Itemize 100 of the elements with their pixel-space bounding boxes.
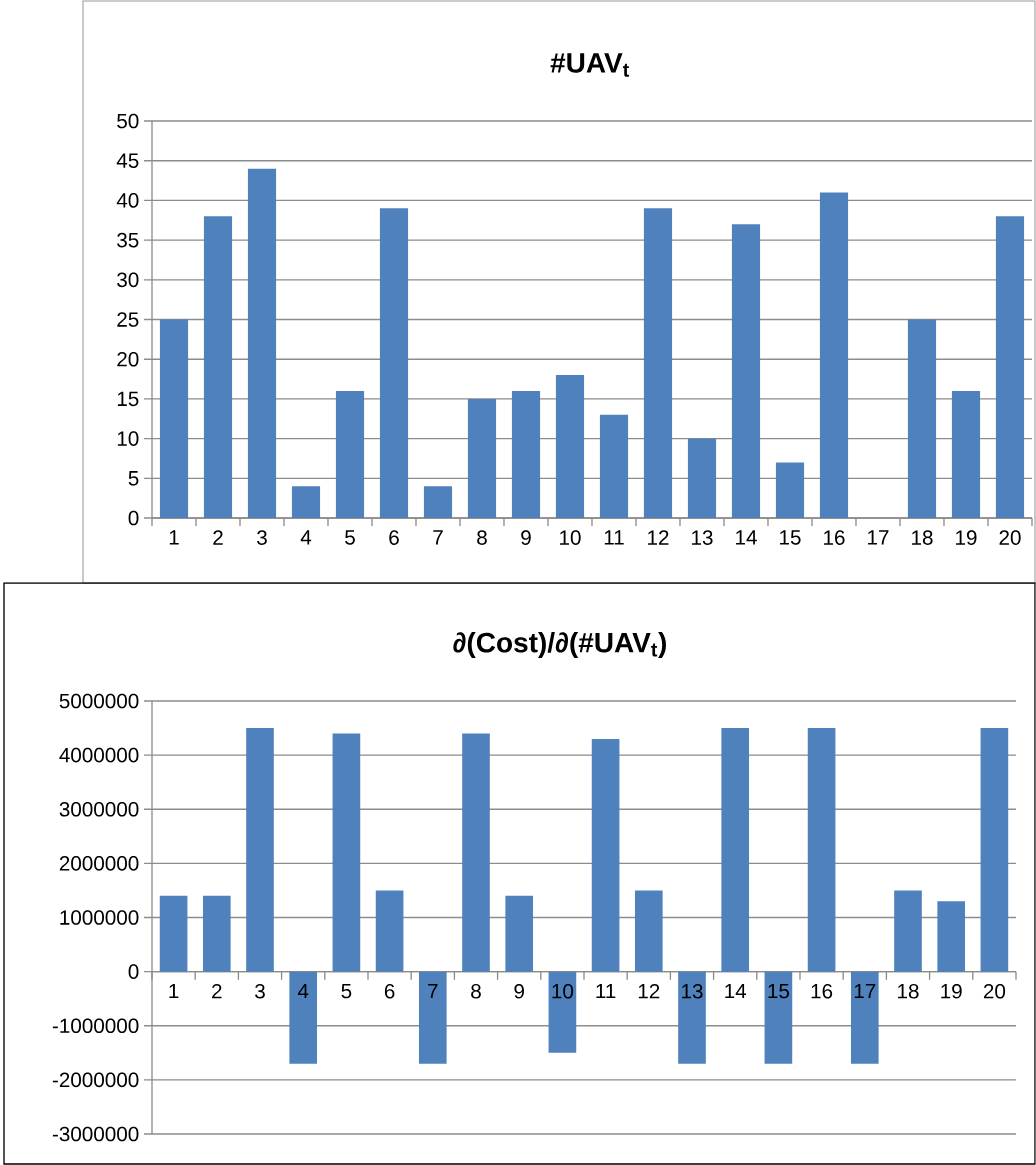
x-tick-label: 7 bbox=[428, 983, 438, 999]
x-tick-label: 14 bbox=[736, 530, 757, 545]
x-tick-label: 13 bbox=[682, 983, 703, 999]
bar bbox=[634, 890, 663, 972]
y-tick-label: 50 bbox=[117, 113, 139, 129]
x-tick-label: 11 bbox=[604, 530, 624, 545]
bar bbox=[850, 971, 879, 1064]
y-tick-label: 35 bbox=[117, 232, 139, 248]
y-tick-label: 4000000 bbox=[59, 747, 139, 763]
x-tick-label: 5 bbox=[345, 530, 355, 545]
y-tick-label: 0 bbox=[128, 510, 139, 526]
bar bbox=[203, 216, 233, 519]
x-tick-label: 15 bbox=[768, 983, 790, 999]
x-tick-label: 10 bbox=[560, 530, 581, 545]
x-tick-label: 7 bbox=[433, 530, 443, 545]
y-tick-label: 5 bbox=[128, 471, 139, 486]
chart-title: ∂(Cost)/∂(#UAV$_{t}$) bbox=[453, 631, 666, 659]
bar bbox=[937, 901, 966, 972]
bar bbox=[807, 728, 836, 972]
y-tick-label: 0 bbox=[128, 964, 139, 979]
x-tick-label: 3 bbox=[257, 530, 267, 545]
bar bbox=[462, 733, 490, 972]
x-tick-label: 2 bbox=[212, 983, 222, 999]
y-tick-label: 20 bbox=[117, 351, 139, 367]
bar bbox=[995, 216, 1025, 519]
bar bbox=[467, 398, 497, 519]
bar bbox=[246, 728, 274, 972]
bar bbox=[202, 895, 231, 972]
bar bbox=[907, 319, 937, 519]
bar bbox=[678, 971, 706, 1064]
bar bbox=[731, 224, 761, 519]
x-tick-label: 14 bbox=[725, 983, 747, 999]
x-tick-label: 4 bbox=[297, 983, 309, 999]
x-tick-label: 16 bbox=[811, 983, 833, 999]
bar bbox=[721, 728, 750, 972]
bar bbox=[159, 895, 188, 972]
x-tick-label: 6 bbox=[384, 983, 395, 999]
x-tick-label: 19 bbox=[956, 530, 977, 545]
x-tick-label: 18 bbox=[912, 530, 933, 545]
x-tick-label: 13 bbox=[692, 530, 713, 545]
bar bbox=[951, 390, 981, 519]
y-tick-label: 5000000 bbox=[59, 693, 139, 709]
bar bbox=[819, 192, 849, 519]
x-tick-label: 12 bbox=[648, 530, 669, 545]
x-tick-label: 9 bbox=[521, 530, 531, 545]
y-tick-label: -2000000 bbox=[52, 1072, 139, 1088]
bar bbox=[289, 971, 318, 1064]
x-tick-label: 20 bbox=[983, 983, 1006, 999]
x-tick-label: 1 bbox=[169, 530, 179, 545]
x-tick-label: 1 bbox=[169, 983, 179, 999]
x-tick-label: 2 bbox=[213, 530, 223, 545]
bar bbox=[555, 375, 585, 519]
bar bbox=[379, 208, 409, 519]
x-tick-label: 10 bbox=[552, 983, 574, 999]
x-tick-label: 12 bbox=[638, 983, 660, 999]
y-tick-label: 15 bbox=[117, 391, 139, 407]
bar bbox=[643, 208, 673, 519]
bar bbox=[332, 733, 361, 972]
bar bbox=[511, 390, 541, 519]
y-tick-label: 1000000 bbox=[60, 910, 139, 925]
bar bbox=[687, 438, 717, 519]
x-tick-label: 8 bbox=[471, 983, 481, 999]
bar bbox=[599, 414, 629, 519]
y-tick-label: -3000000 bbox=[52, 1126, 139, 1142]
x-tick-label: 20 bbox=[999, 530, 1021, 545]
x-tick-label: 8 bbox=[477, 530, 487, 545]
bar bbox=[775, 462, 805, 519]
y-tick-label: 30 bbox=[117, 272, 139, 288]
bar bbox=[423, 486, 453, 519]
bar bbox=[548, 971, 577, 1053]
bar bbox=[335, 390, 365, 519]
x-tick-label: 11 bbox=[596, 983, 616, 999]
y-tick-label: 2000000 bbox=[59, 856, 139, 871]
x-tick-label: 4 bbox=[300, 530, 312, 545]
bar bbox=[159, 319, 189, 519]
chart-title: #UAV$_{t}$ bbox=[550, 53, 629, 77]
bar bbox=[505, 895, 534, 972]
y-tick-label: 3000000 bbox=[59, 801, 139, 817]
x-tick-label: 15 bbox=[780, 530, 801, 545]
x-tick-label: 16 bbox=[824, 530, 845, 545]
bar bbox=[764, 971, 793, 1064]
x-tick-label: 3 bbox=[255, 983, 265, 999]
bar bbox=[980, 728, 1009, 972]
bar bbox=[894, 890, 922, 972]
y-tick-label: 25 bbox=[117, 312, 139, 327]
bar bbox=[247, 168, 277, 519]
y-tick-label: 10 bbox=[117, 431, 139, 446]
y-tick-label: 45 bbox=[116, 153, 139, 168]
x-tick-label: 5 bbox=[341, 983, 352, 999]
x-tick-label: 18 bbox=[898, 983, 919, 999]
bar bbox=[418, 971, 447, 1064]
x-tick-label: 9 bbox=[514, 983, 524, 999]
x-tick-label: 17 bbox=[868, 530, 889, 545]
y-tick-label: 40 bbox=[116, 193, 139, 208]
bar bbox=[591, 738, 620, 972]
x-tick-label: 19 bbox=[941, 983, 962, 999]
bar bbox=[291, 486, 321, 519]
x-tick-label: 6 bbox=[389, 530, 399, 545]
bar bbox=[375, 890, 404, 972]
y-tick-label: -1000000 bbox=[52, 1018, 139, 1034]
